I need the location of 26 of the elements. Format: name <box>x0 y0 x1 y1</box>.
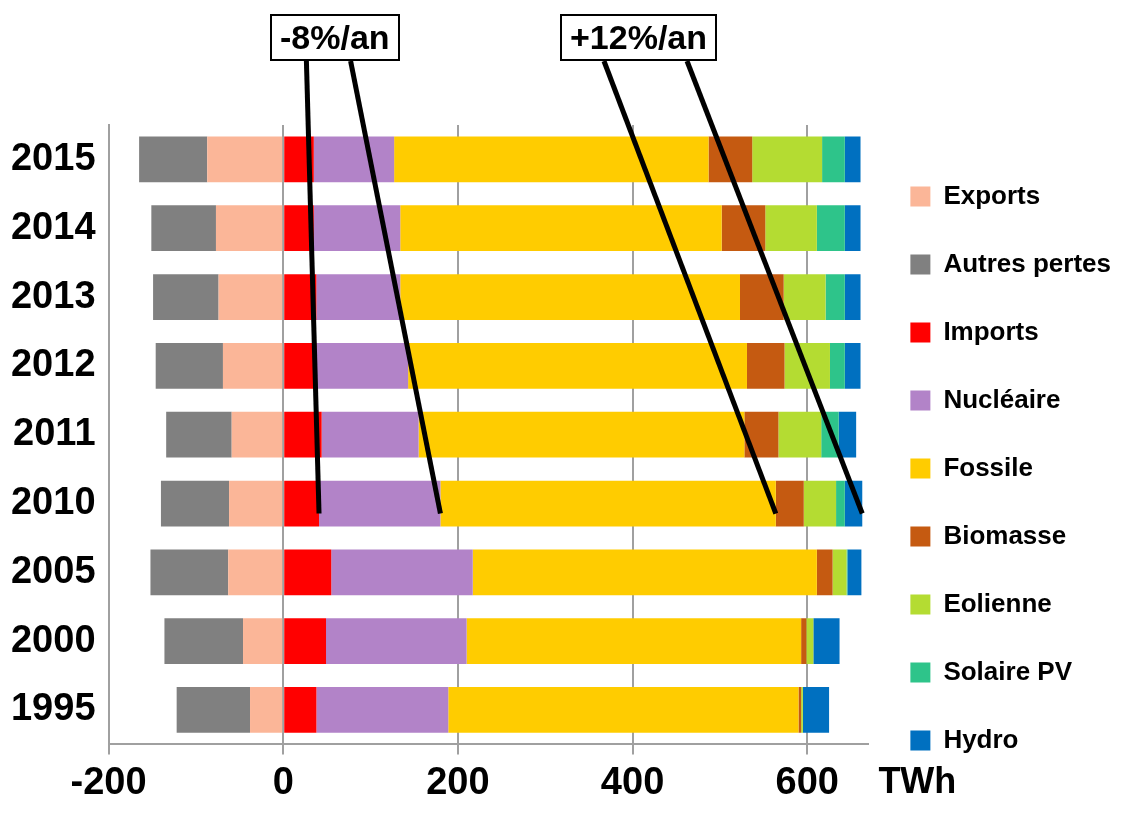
text: +12%/an <box>560 14 718 61</box>
legend-label: Hydro <box>943 723 1019 754</box>
text: -8%/an <box>270 14 400 61</box>
legend-label: Imports <box>943 315 1039 346</box>
x-tick-label: 200 <box>426 759 490 802</box>
y-tick-label: 2014 <box>10 204 96 247</box>
y-tick-label: 2015 <box>10 135 96 178</box>
legend-label: Eolienne <box>943 587 1052 618</box>
legend-label: Exports <box>943 179 1041 210</box>
y-tick-label: 2011 <box>13 411 96 454</box>
y-tick-label: 2005 <box>10 548 96 591</box>
legend-label: Fossile <box>943 451 1033 482</box>
x-axis-title: TWh <box>878 760 957 802</box>
y-tick-label: 2010 <box>10 480 96 523</box>
legend-label: Solaire PV <box>943 655 1073 686</box>
legend-label: Biomasse <box>943 519 1067 550</box>
y-tick-label: 2013 <box>10 273 96 316</box>
x-tick-label: -200 <box>70 759 147 802</box>
x-tick-label: 600 <box>775 759 839 802</box>
x-tick-label: 400 <box>600 759 665 802</box>
y-tick-label: 2000 <box>10 617 96 660</box>
legend-label: Nucléaire <box>943 383 1061 414</box>
y-tick-label: 2012 <box>10 342 96 385</box>
legend-label: Autres pertes <box>943 247 1112 278</box>
y-tick-label: 1995 <box>10 686 96 729</box>
x-tick-label: 0 <box>272 759 294 802</box>
